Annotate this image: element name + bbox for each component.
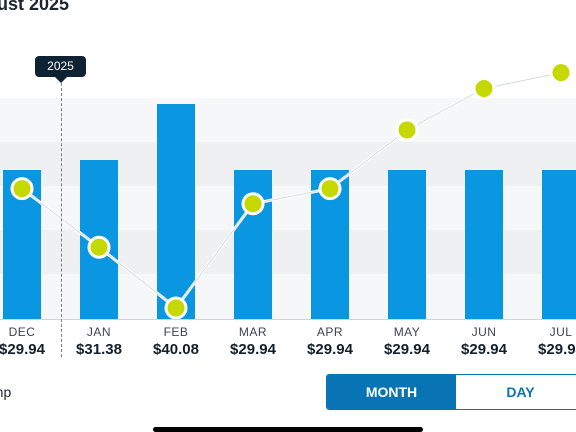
line-point-jul[interactable] xyxy=(549,61,573,85)
category-mar[interactable]: MAR $29.94 xyxy=(213,325,293,358)
line-point-jan[interactable] xyxy=(87,235,111,259)
month-toggle-button[interactable]: MONTH xyxy=(327,375,456,409)
line-point-jun[interactable] xyxy=(472,77,496,101)
category-feb[interactable]: FEB $40.08 xyxy=(136,325,216,358)
category-month: JUL xyxy=(549,325,573,339)
page-title: gust 2025 xyxy=(0,0,70,14)
category-value: $29.94 xyxy=(538,341,576,358)
category-jun[interactable]: JUN $29.94 xyxy=(444,325,524,358)
bar-may[interactable] xyxy=(388,169,426,319)
category-dec[interactable]: DEC $29.94 xyxy=(0,325,62,358)
line-point-feb[interactable] xyxy=(164,296,188,320)
bar-feb[interactable] xyxy=(157,104,195,319)
bar-jul[interactable] xyxy=(542,169,576,319)
category-value: $29.94 xyxy=(0,341,45,358)
line-path xyxy=(21,71,562,311)
legend-label: emp xyxy=(0,384,12,400)
line-point-apr[interactable] xyxy=(318,177,342,201)
chart-area xyxy=(0,61,576,320)
line-point-may[interactable] xyxy=(395,118,419,142)
period-toggle: MONTH DAY xyxy=(326,374,576,410)
line-point-mar[interactable] xyxy=(241,192,265,216)
year-tag: 2025 xyxy=(35,56,86,83)
home-indicator xyxy=(153,427,423,432)
category-value: $29.94 xyxy=(307,341,353,358)
category-month: MAY xyxy=(393,325,421,339)
category-value: $29.94 xyxy=(230,341,276,358)
category-value: $40.08 xyxy=(153,341,199,358)
category-month: DEC xyxy=(8,325,36,339)
category-value: $29.94 xyxy=(461,341,507,358)
category-jul[interactable]: JUL $29.94 xyxy=(521,325,576,358)
line-series xyxy=(10,61,573,320)
bar-jun[interactable] xyxy=(465,169,503,319)
line-path-shadow xyxy=(21,72,562,309)
category-month: JAN xyxy=(86,325,112,339)
category-month: JUN xyxy=(471,325,497,339)
chart-baseline xyxy=(0,319,576,320)
category-jan[interactable]: JAN $31.38 xyxy=(59,325,139,358)
line-point-dec[interactable] xyxy=(10,177,34,201)
category-may[interactable]: MAY $29.94 xyxy=(367,325,447,358)
category-apr[interactable]: APR $29.94 xyxy=(290,325,370,358)
category-month: MAR xyxy=(238,325,268,339)
category-value: $31.38 xyxy=(76,341,122,358)
day-toggle-button[interactable]: DAY xyxy=(456,375,576,409)
year-divider xyxy=(61,83,62,357)
category-month: APR xyxy=(316,325,344,339)
category-month: FEB xyxy=(163,325,189,339)
category-value: $29.94 xyxy=(384,341,430,358)
grid-band xyxy=(0,98,576,142)
